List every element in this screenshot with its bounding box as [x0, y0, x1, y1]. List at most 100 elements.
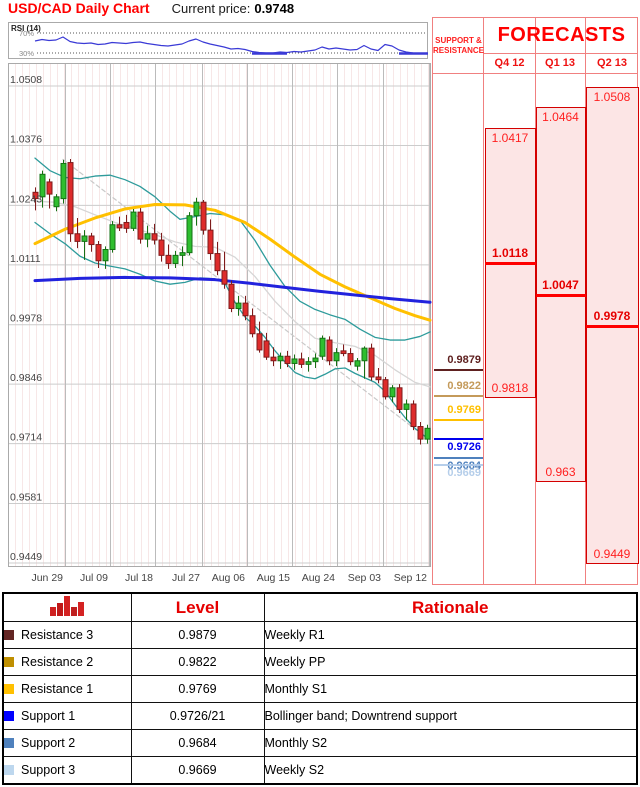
table-header-rationale: Rationale	[263, 592, 638, 622]
level-value-cell: 0.9879	[130, 621, 265, 649]
table-row: Resistance 1 0.9769 Monthly S1	[2, 675, 638, 703]
level-name: Support 3	[21, 763, 76, 777]
level-rationale-cell: Monthly S1	[263, 675, 638, 703]
forecast-central-line	[485, 261, 536, 265]
svg-text:1.0243: 1.0243	[10, 193, 42, 205]
bar-chart-icon	[50, 596, 85, 616]
table-header-level: Level	[130, 592, 265, 622]
forecast-value: 0.9818	[491, 380, 529, 395]
sr-level-line	[434, 463, 483, 466]
sr-level-line	[434, 394, 483, 397]
forecast-panel: SUPPORT & RESISTANCE FORECASTS Q4 12 Q1 …	[432, 17, 639, 585]
level-value-cell: 0.9726/21	[130, 702, 265, 730]
level-name-cell: Resistance 1	[2, 675, 132, 703]
table-row: Resistance 2 0.9822 Weekly PP	[2, 648, 638, 676]
sr-level-line	[434, 369, 483, 372]
forecast-quarter-label: Q1 13	[545, 57, 575, 69]
level-value-cell: 0.9684	[130, 729, 265, 757]
svg-text:0.9714: 0.9714	[10, 432, 42, 444]
svg-text:0.9978: 0.9978	[10, 313, 42, 325]
svg-text:0.9449: 0.9449	[10, 551, 42, 563]
sr-level-label: 0.9726	[447, 441, 481, 454]
current-price-value: 0.9748	[254, 1, 295, 16]
level-name: Support 1	[21, 709, 76, 723]
forecast-quarter-label: Q4 12	[494, 57, 525, 69]
sr-level-label: 0.9669	[447, 466, 481, 479]
level-name-cell: Resistance 3	[2, 621, 132, 649]
price-chart-canvas: 1.0508 1.0376 1.0243 1.0111 0.9978 0.9846 0.97…	[8, 22, 432, 584]
svg-text:1.0111: 1.0111	[10, 253, 41, 265]
level-name-cell: Support 3	[2, 756, 132, 785]
level-rationale-cell: Weekly R1	[263, 621, 638, 649]
level-value-cell: 0.9769	[130, 675, 265, 703]
svg-text:Jul 18: Jul 18	[125, 572, 153, 584]
legend-color-swatch	[4, 684, 14, 694]
sr-level-line	[434, 457, 483, 460]
sr-level-label: 0.9879	[447, 354, 481, 367]
table-row: Support 3 0.9669 Weekly S2	[2, 756, 638, 785]
svg-text:Sep 12: Sep 12	[394, 572, 427, 584]
sr-level-label: 0.9822	[447, 379, 481, 392]
svg-text:Sep 03: Sep 03	[348, 572, 381, 584]
legend-color-swatch	[4, 738, 14, 748]
forecast-central-line	[536, 293, 586, 297]
forecasts-title: FORECASTS	[497, 24, 626, 46]
table-row: Support 2 0.9684 Monthly S2	[2, 729, 638, 757]
level-rationale-cell: Monthly S2	[263, 729, 638, 757]
level-name-cell: Resistance 2	[2, 648, 132, 676]
level-name-cell: Support 1	[2, 702, 132, 730]
legend-color-swatch	[4, 711, 14, 721]
level-rationale-cell: Weekly PP	[263, 648, 638, 676]
level-name: Resistance 2	[21, 655, 94, 669]
level-value-cell: 0.9822	[130, 648, 265, 676]
table-icon-cell	[2, 592, 132, 622]
legend-color-swatch	[4, 657, 14, 667]
svg-text:Jun 29: Jun 29	[31, 572, 63, 584]
svg-text:Jul 27: Jul 27	[172, 572, 200, 584]
level-name-cell: Support 2	[2, 729, 132, 757]
panel-divider	[483, 18, 484, 584]
svg-text:Jul 09: Jul 09	[80, 572, 108, 584]
forecast-central-line	[586, 324, 639, 328]
sr-level-label: 0.9684	[447, 460, 481, 473]
svg-text:Aug 24: Aug 24	[302, 572, 335, 584]
forecast-value: 1.0508	[593, 90, 631, 104]
level-name: Support 2	[21, 736, 76, 750]
svg-text:1.0376: 1.0376	[10, 133, 42, 145]
legend-color-swatch	[4, 765, 14, 775]
panel-divider	[433, 73, 637, 74]
sr-level-label: 0.9769	[447, 403, 481, 416]
level-rationale-cell: Weekly S2	[263, 756, 638, 785]
panel-divider	[484, 53, 637, 54]
chart-region: 1.0508 1.0376 1.0243 1.0111 0.9978 0.9846 0.97…	[8, 0, 639, 585]
sr-header-line1: SUPPORT &	[435, 35, 482, 45]
table-row: Support 1 0.9726/21 Bollinger band; Downtr…	[2, 702, 638, 730]
levels-table: Level Rationale Resistance 3 0.9879 Weekly…	[2, 592, 638, 785]
page-title: USD/CAD Daily Chart	[8, 0, 150, 16]
sr-level-line	[434, 418, 483, 421]
level-name: Resistance 1	[21, 682, 94, 696]
svg-text:1.0508: 1.0508	[10, 74, 42, 86]
sr-header-line2: RESISTANCE	[433, 45, 484, 55]
svg-text:0.9581: 0.9581	[10, 492, 42, 504]
forecast-value: 1.0118	[491, 245, 529, 260]
level-rationale-cell: Bollinger band; Downtrend support	[263, 702, 638, 730]
forecast-value: 1.0047	[542, 277, 579, 292]
forecast-value: 0.9449	[593, 547, 631, 561]
svg-text:70%: 70%	[19, 29, 34, 38]
chart-header: USD/CAD Daily Chart Current price: 0.9748	[8, 0, 294, 18]
current-price-label: Current price:	[171, 1, 251, 16]
forecast-value: 0.9978	[593, 308, 631, 323]
svg-text:30%: 30%	[19, 49, 34, 58]
forecast-value: 1.0417	[491, 130, 529, 145]
table-header-row: Level Rationale	[2, 592, 638, 622]
level-name: Resistance 3	[21, 628, 94, 642]
level-value-cell: 0.9669	[130, 756, 265, 785]
forecast-value: 0.963	[545, 465, 576, 480]
forecast-value: 1.0464	[542, 109, 579, 124]
table-row: Resistance 3 0.9879 Weekly R1	[2, 621, 638, 649]
svg-text:RSI (14): RSI (14)	[11, 24, 41, 33]
support-resistance-header: SUPPORT & RESISTANCE	[433, 18, 484, 73]
legend-color-swatch	[4, 630, 14, 640]
svg-text:0.9846: 0.9846	[10, 372, 42, 384]
